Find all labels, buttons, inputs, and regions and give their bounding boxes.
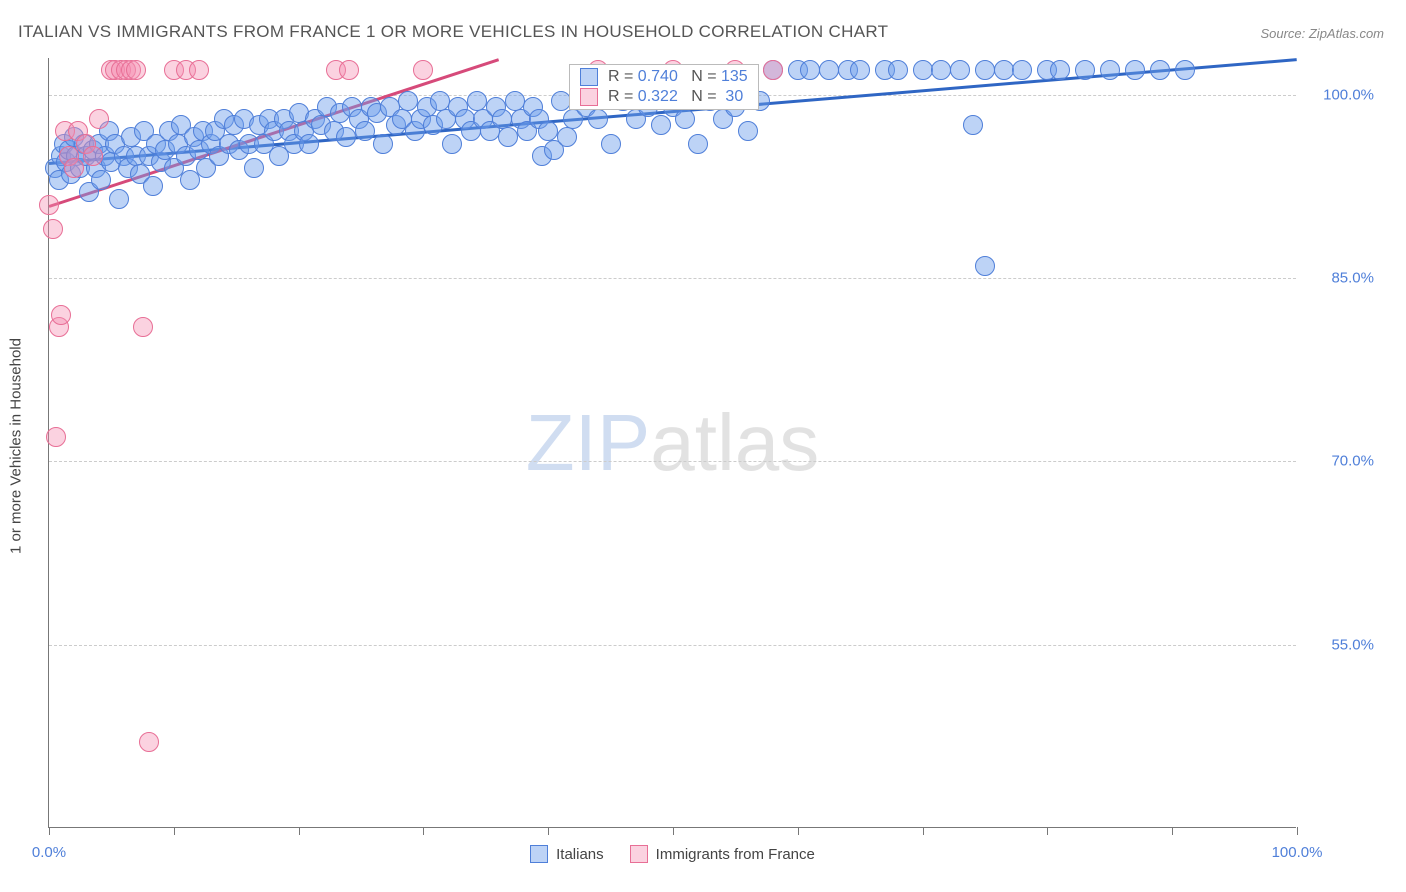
x-tick (1172, 827, 1173, 835)
data-point (975, 256, 995, 276)
data-point (538, 121, 558, 141)
data-point (950, 60, 970, 80)
data-point (850, 60, 870, 80)
data-point (800, 60, 820, 80)
x-tick (299, 827, 300, 835)
data-point (913, 60, 933, 80)
data-point (46, 427, 66, 447)
data-point (109, 189, 129, 209)
data-point (931, 60, 951, 80)
x-tick (673, 827, 674, 835)
data-point (651, 115, 671, 135)
data-point (126, 60, 146, 80)
data-point (442, 134, 462, 154)
data-point (498, 127, 518, 147)
data-point (139, 732, 159, 752)
data-point (299, 134, 319, 154)
stat-row: R = 0.740 N = 135 (570, 67, 758, 87)
data-point (39, 195, 59, 215)
stat-box: R = 0.740 N = 135 R = 0.322 N = 30 (569, 64, 759, 110)
data-point (143, 176, 163, 196)
legend-swatch (580, 88, 598, 106)
data-point (688, 134, 708, 154)
stat-row: R = 0.322 N = 30 (570, 87, 758, 107)
data-point (975, 60, 995, 80)
legend-swatch (580, 68, 598, 86)
data-point (89, 109, 109, 129)
data-point (819, 60, 839, 80)
x-tick (798, 827, 799, 835)
data-point (492, 109, 512, 129)
data-point (91, 170, 111, 190)
data-point (133, 317, 153, 337)
x-tick (423, 827, 424, 835)
data-point (398, 91, 418, 111)
data-point (505, 91, 525, 111)
data-point (963, 115, 983, 135)
data-point (1150, 60, 1170, 80)
data-point (888, 60, 908, 80)
y-axis-title: 1 or more Vehicles in Household (8, 338, 25, 554)
data-point (551, 91, 571, 111)
gridline (49, 645, 1296, 646)
x-tick (923, 827, 924, 835)
source-label: Source: ZipAtlas.com (1260, 26, 1384, 41)
data-point (64, 158, 84, 178)
x-tick (174, 827, 175, 835)
legend-item: Italians (530, 845, 604, 863)
y-tick-label: 100.0% (1304, 86, 1374, 103)
x-tick (1297, 827, 1298, 835)
data-point (244, 158, 264, 178)
data-point (1075, 60, 1095, 80)
data-point (601, 134, 621, 154)
legend-label: Immigrants from France (656, 846, 815, 863)
x-tick (49, 827, 50, 835)
data-point (738, 121, 758, 141)
data-point (763, 60, 783, 80)
x-tick (548, 827, 549, 835)
data-point (83, 146, 103, 166)
data-point (467, 91, 487, 111)
gridline (49, 461, 1296, 462)
data-point (413, 60, 433, 80)
data-point (1050, 60, 1070, 80)
data-point (1125, 60, 1145, 80)
data-point (675, 109, 695, 129)
data-point (1100, 60, 1120, 80)
plot-area: ZIPatlas 55.0%70.0%85.0%100.0%0.0%100.0%… (48, 58, 1296, 828)
data-point (43, 219, 63, 239)
legend-swatch (530, 845, 548, 863)
data-point (355, 121, 375, 141)
data-point (557, 127, 577, 147)
data-point (430, 91, 450, 111)
y-tick-label: 70.0% (1304, 453, 1374, 470)
y-tick-label: 85.0% (1304, 270, 1374, 287)
watermark: ZIPatlas (526, 397, 819, 489)
legend-swatch (630, 845, 648, 863)
stat-text: R = 0.322 N = 30 (608, 88, 743, 106)
y-tick-label: 55.0% (1304, 636, 1374, 653)
data-point (1012, 60, 1032, 80)
data-point (339, 60, 359, 80)
data-point (373, 134, 393, 154)
data-point (336, 127, 356, 147)
data-point (1175, 60, 1195, 80)
x-tick (1047, 827, 1048, 835)
gridline (49, 278, 1296, 279)
legend-label: Italians (556, 846, 604, 863)
legend-item: Immigrants from France (630, 845, 815, 863)
stat-text: R = 0.740 N = 135 (608, 68, 748, 86)
data-point (189, 60, 209, 80)
data-point (994, 60, 1014, 80)
data-point (588, 109, 608, 129)
chart-title: ITALIAN VS IMMIGRANTS FROM FRANCE 1 OR M… (18, 22, 888, 42)
data-point (51, 305, 71, 325)
legend: Italians Immigrants from France (49, 845, 1296, 863)
